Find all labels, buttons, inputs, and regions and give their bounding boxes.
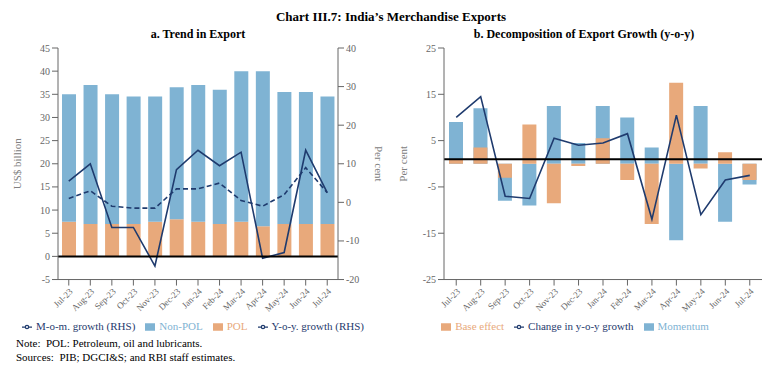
svg-text:Aug-23: Aug-23 (70, 286, 97, 313)
html-text:M-o-m. growth (RHS): M-o-m. growth (RHS) (36, 319, 136, 332)
html-text:a. Trend in Export: a. Trend in Export (150, 27, 246, 41)
svg-text:Apr-24: Apr-24 (243, 286, 269, 312)
svg-text:Jan-24: Jan-24 (180, 286, 204, 310)
svg-text:Dec-23: Dec-23 (559, 286, 585, 312)
svg-text:-10: -10 (346, 235, 359, 246)
html-text:Base effect: Base effect (455, 319, 505, 332)
svg-text:Jun-24: Jun-24 (287, 286, 312, 311)
svg-text:Jul-23: Jul-23 (439, 286, 463, 310)
html-text:POL: POL (226, 319, 248, 332)
svg-text:Sep-23: Sep-23 (93, 286, 118, 311)
svg-text:-5: -5 (42, 274, 50, 285)
svg-text:-5: -5 (428, 181, 436, 192)
svg-text:Oct-23: Oct-23 (114, 286, 140, 312)
svg-text:Per cent: Per cent (397, 146, 409, 182)
svg-text:0: 0 (45, 251, 50, 262)
svg-text:Sep-23: Sep-23 (486, 286, 511, 311)
svg-text:Jul-24: Jul-24 (310, 286, 333, 309)
svg-text:Dec-23: Dec-23 (157, 286, 183, 312)
svg-text:5: 5 (45, 228, 50, 239)
html-text:Momentum: Momentum (657, 319, 709, 332)
html-text:Sources: PIB; DGCI&S; and RBI: Sources: PIB; DGCI&S; and RBI staff esti… (16, 351, 236, 363)
svg-text:20: 20 (40, 158, 50, 169)
svg-text:15: 15 (426, 89, 436, 100)
svg-text:-20: -20 (346, 274, 359, 285)
svg-text:May-24: May-24 (263, 286, 291, 314)
svg-text:30: 30 (40, 112, 50, 123)
svg-text:5: 5 (431, 135, 436, 146)
svg-text:Aug-23: Aug-23 (460, 286, 487, 313)
svg-text:25: 25 (426, 43, 436, 54)
svg-text:Per cent: Per cent (373, 146, 385, 182)
html-text:Y-o-y. growth (RHS): Y-o-y. growth (RHS) (271, 319, 364, 332)
svg-text:Mar-24: Mar-24 (632, 286, 658, 312)
html-text:Chart III.7: India’s Merchandi: Chart III.7: India’s Merchandise Exports (276, 9, 506, 24)
svg-text:Mar-24: Mar-24 (221, 286, 247, 312)
svg-text:Nov-23: Nov-23 (533, 286, 560, 313)
svg-text:Jan-24: Jan-24 (585, 286, 609, 310)
svg-text:40: 40 (40, 66, 50, 77)
svg-text:Jul-24: Jul-24 (733, 286, 756, 309)
svg-text:35: 35 (40, 89, 50, 100)
svg-text:30: 30 (346, 81, 356, 92)
svg-text:Jul-23: Jul-23 (51, 286, 75, 310)
svg-text:-25: -25 (423, 274, 436, 285)
svg-text:10: 10 (346, 158, 356, 169)
html-text:Non-POL: Non-POL (159, 319, 203, 332)
svg-text:0: 0 (346, 197, 351, 208)
svg-text:US$ billion: US$ billion (11, 138, 23, 190)
svg-text:Feb-24: Feb-24 (200, 286, 226, 312)
svg-text:20: 20 (346, 120, 356, 131)
html-text:Change in y-o-y growth: Change in y-o-y growth (528, 319, 634, 332)
svg-text:25: 25 (40, 135, 50, 146)
svg-text:Apr-24: Apr-24 (657, 286, 683, 312)
svg-text:40: 40 (346, 43, 356, 54)
svg-text:15: 15 (40, 181, 50, 192)
svg-text:Feb-24: Feb-24 (608, 286, 633, 311)
svg-text:10: 10 (40, 205, 50, 216)
html-text:Note: POL: Petroleum, oil and: Note: POL: Petroleum, oil and lubricants… (16, 337, 203, 349)
svg-text:May-24: May-24 (680, 286, 708, 314)
svg-text:Nov-23: Nov-23 (134, 286, 161, 313)
html-text:b. Decomposition of Export Gro: b. Decomposition of Export Growth (y-o-y… (473, 27, 695, 41)
svg-text:45: 45 (40, 43, 50, 54)
svg-text:Jun-24: Jun-24 (707, 286, 732, 311)
svg-text:-15: -15 (423, 228, 436, 239)
svg-text:Oct-23: Oct-23 (511, 286, 536, 311)
